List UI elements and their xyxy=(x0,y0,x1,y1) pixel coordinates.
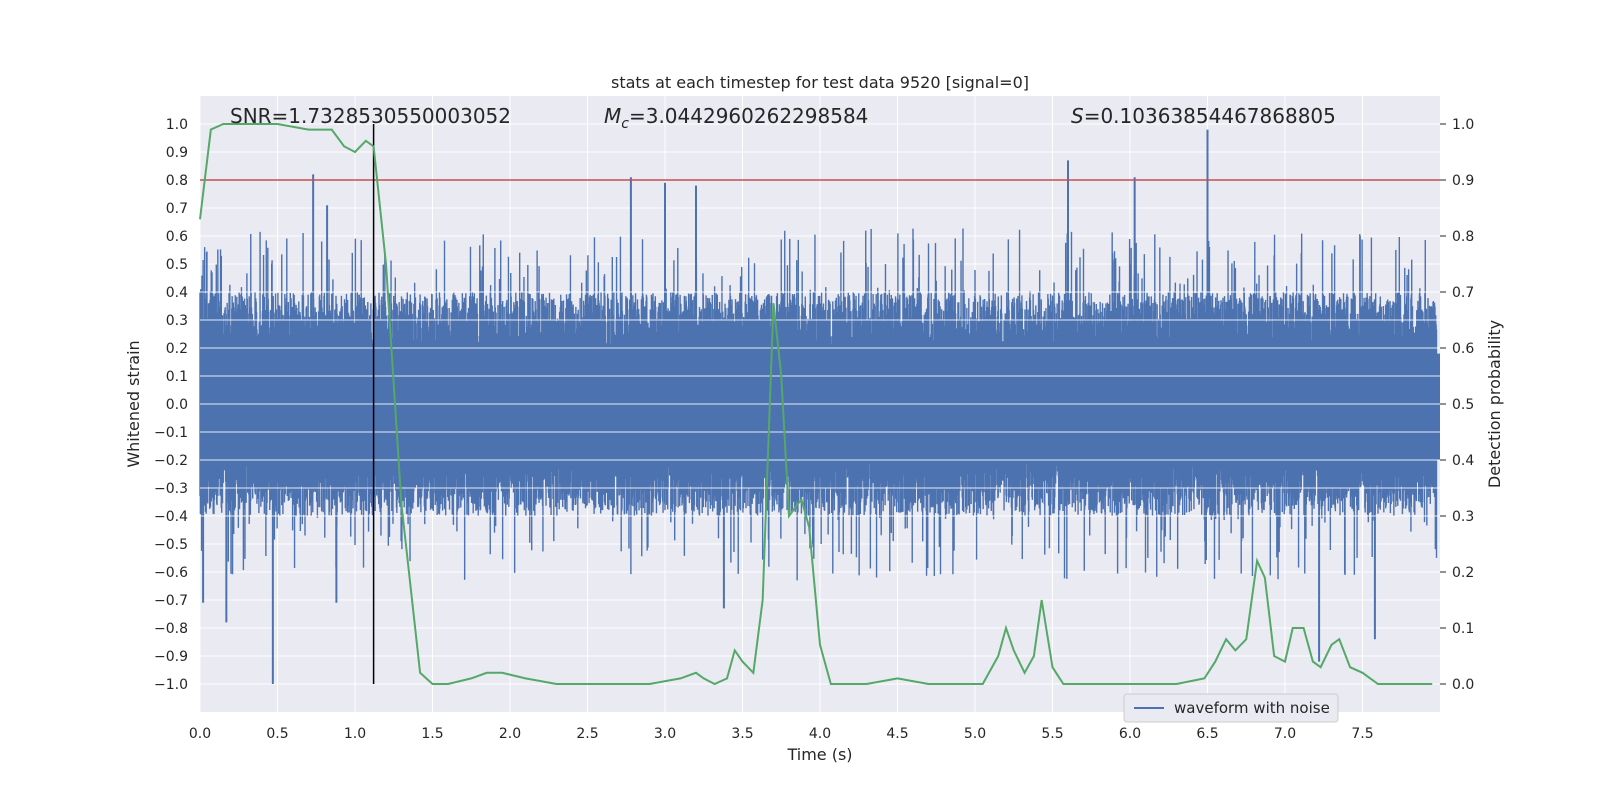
chirp-mass-symbol: M xyxy=(604,104,621,128)
x-tick-label: 7.5 xyxy=(1351,726,1373,742)
y-tick-label-right: 0.7 xyxy=(1452,285,1474,301)
y-tick-label-left: 0.3 xyxy=(166,313,188,329)
y-tick-label-right: 0.8 xyxy=(1452,229,1474,245)
x-tick-label: 3.5 xyxy=(731,726,753,742)
x-tick-label: 0.0 xyxy=(189,726,211,742)
y-tick-label-left: 0.6 xyxy=(166,229,188,245)
y-axis-label-left: Whitened strain xyxy=(124,340,143,467)
y-tick-label-left: 0.4 xyxy=(166,285,188,301)
legend: waveform with noise xyxy=(1123,693,1339,723)
legend-label: waveform with noise xyxy=(1174,699,1330,717)
y-tick-label-left: −0.1 xyxy=(154,425,188,441)
x-tick-label: 4.5 xyxy=(886,726,908,742)
y-tick-label-left: −0.8 xyxy=(154,621,188,637)
y-tick-label-left: 0.7 xyxy=(166,201,188,217)
y-tick-label-right: 0.4 xyxy=(1452,453,1474,469)
s-value: =0.10363854467868805 xyxy=(1084,104,1336,128)
y-tick-label-left: −0.2 xyxy=(154,453,188,469)
y-tick-label-right: 0.6 xyxy=(1452,341,1474,357)
chart-title: stats at each timestep for test data 952… xyxy=(611,73,1029,92)
x-tick-label: 7.0 xyxy=(1274,726,1296,742)
waveform-core xyxy=(200,353,1440,460)
y-tick-label-left: −0.4 xyxy=(154,509,188,525)
y-tick-label-left: 1.0 xyxy=(166,117,188,133)
x-tick-label: 2.0 xyxy=(499,726,521,742)
x-axis-label: Time (s) xyxy=(786,745,852,764)
y-tick-label-right: 0.3 xyxy=(1452,509,1474,525)
y-tick-label-left: 0.9 xyxy=(166,145,188,161)
y-tick-label-left: −0.7 xyxy=(154,593,188,609)
x-ticks: 0.0 0.5 1.0 1.5 2.0 2.5 3.0 3.5 4.0 4.5 5.0 5.5 6.0 6… xyxy=(189,726,1374,742)
legend-box xyxy=(1123,693,1339,723)
y-tick-label-right: 0.9 xyxy=(1452,173,1474,189)
y-tick-label-left: 0.1 xyxy=(166,369,188,385)
y-tick-label-left: −1.0 xyxy=(154,677,188,693)
chirp-mass-subscript: c xyxy=(621,116,629,132)
y-ticks-right: 1.0 0.9 0.8 0.7 0.6 0.5 0.4 0.3 0.2 0.1 0.0 xyxy=(1440,117,1474,693)
x-tick-label: 6.5 xyxy=(1196,726,1218,742)
probability-series xyxy=(199,123,1433,686)
y-tick-label-right: 0.2 xyxy=(1452,565,1474,581)
x-tick-label: 0.5 xyxy=(266,726,288,742)
y-axis-label-right: Detection probability xyxy=(1485,320,1504,488)
x-tick-label: 5.0 xyxy=(964,726,986,742)
y-tick-label-right: 0.1 xyxy=(1452,621,1474,637)
y-tick-label-left: 0.0 xyxy=(166,397,188,413)
x-tick-label: 5.5 xyxy=(1041,726,1063,742)
x-tick-label: 6.0 xyxy=(1119,726,1141,742)
probability-line xyxy=(199,123,1433,686)
y-tick-label-left: −0.5 xyxy=(154,537,188,553)
y-tick-label-left: 0.5 xyxy=(166,257,188,273)
y-tick-label-left: −0.6 xyxy=(154,565,188,581)
snr-annotation: SNR=1.7328530550003052 xyxy=(230,104,511,128)
y-tick-label-right: 0.5 xyxy=(1452,397,1474,413)
x-tick-label: 2.5 xyxy=(576,726,598,742)
x-tick-label: 1.0 xyxy=(344,726,366,742)
y-tick-label-left: −0.3 xyxy=(154,481,188,497)
x-tick-label: 1.5 xyxy=(421,726,443,742)
x-tick-label: 3.0 xyxy=(654,726,676,742)
y-tick-label-left: 0.8 xyxy=(166,173,188,189)
waveform-series xyxy=(199,129,1440,684)
y-tick-label-right: 1.0 xyxy=(1452,117,1474,133)
s-annotation: S=0.10363854467868805 xyxy=(1071,104,1336,128)
y-tick-label-left: 0.2 xyxy=(166,341,188,357)
x-tick-label: 4.0 xyxy=(809,726,831,742)
chirp-mass-annotation: Mc=3.0442960262298584 xyxy=(604,104,868,132)
y-tick-label-right: 0.0 xyxy=(1452,677,1474,693)
s-symbol: S xyxy=(1071,104,1084,128)
chirp-mass-value: =3.0442960262298584 xyxy=(629,104,868,128)
y-tick-label-left: −0.9 xyxy=(154,649,188,665)
y-ticks-left: 1.0 0.9 0.8 0.7 0.6 0.5 0.4 0.3 0.2 0.1 0.0 −0.1 −0.… xyxy=(154,117,188,693)
